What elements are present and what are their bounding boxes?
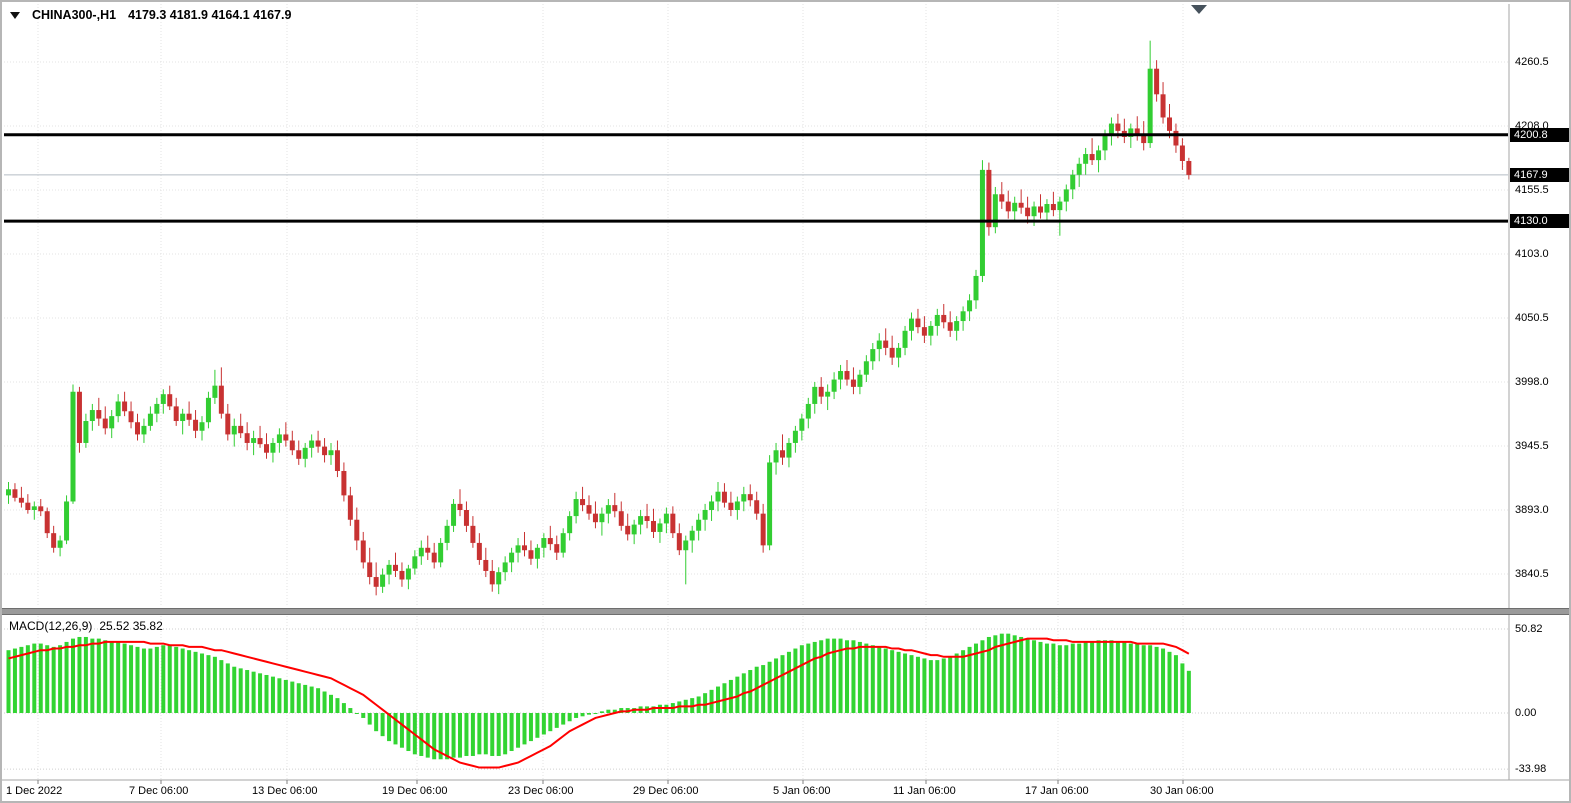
price-axis-label: 3998.0 xyxy=(1515,376,1549,388)
time-axis-label: 30 Jan 06:00 xyxy=(1150,785,1214,797)
symbol-period-label: CHINA300-,H1 xyxy=(32,8,117,22)
price-axis-label: 3840.5 xyxy=(1515,568,1549,580)
price-axis-label: 4050.5 xyxy=(1515,312,1549,324)
price-tag: 4200.8 xyxy=(1510,127,1569,142)
price-axis-label: 4155.5 xyxy=(1515,184,1549,196)
time-axis-label: 19 Dec 06:00 xyxy=(382,785,448,797)
macd-axis-label: 0.00 xyxy=(1515,707,1537,719)
pane-splitter[interactable] xyxy=(2,608,1569,615)
macd-indicator-label: MACD(12,26,9) 25.52 35.82 xyxy=(9,619,163,633)
price-axis-label: 3893.0 xyxy=(1515,504,1549,516)
price-tag: 4130.0 xyxy=(1510,214,1569,229)
macd-name: MACD(12,26,9) xyxy=(9,619,93,633)
chart-header: CHINA300-,H1 4179.3 4181.9 4164.1 4167.9 xyxy=(10,8,291,22)
time-axis-label: 23 Dec 06:00 xyxy=(508,785,574,797)
price-axis-label: 4260.5 xyxy=(1515,56,1549,68)
time-axis-label: 29 Dec 06:00 xyxy=(633,785,699,797)
time-axis-label: 17 Jan 06:00 xyxy=(1025,785,1089,797)
time-axis[interactable]: 1 Dec 2022 7 Dec 06:00 13 Dec 06:00 19 Dec … xyxy=(2,781,1569,801)
macd-axis-label: -33.98 xyxy=(1515,763,1547,776)
price-axis[interactable]: 4260.5 4208.0 4155.5 4103.0 4050.5 3998.0 3945… xyxy=(1509,2,1569,781)
macd-axis-label: 50.82 xyxy=(1515,623,1543,635)
price-axis-label: 4103.0 xyxy=(1515,248,1549,260)
time-axis-label: 5 Jan 06:00 xyxy=(773,785,831,797)
price-tag: 4167.9 xyxy=(1510,167,1569,182)
time-axis-label: 13 Dec 06:00 xyxy=(252,785,318,797)
ohlc-values: 4179.3 4181.9 4164.1 4167.9 xyxy=(128,8,292,22)
one-click-trading-toggle-icon[interactable] xyxy=(10,11,20,19)
time-axis-label: 11 Jan 06:00 xyxy=(893,785,956,797)
time-axis-label: 1 Dec 2022 xyxy=(6,785,63,797)
time-axis-label: 7 Dec 06:00 xyxy=(129,785,189,797)
macd-current-values: 25.52 35.82 xyxy=(99,619,163,633)
shift-marker-icon xyxy=(1191,5,1207,14)
price-axis-label: 3945.5 xyxy=(1515,440,1549,452)
